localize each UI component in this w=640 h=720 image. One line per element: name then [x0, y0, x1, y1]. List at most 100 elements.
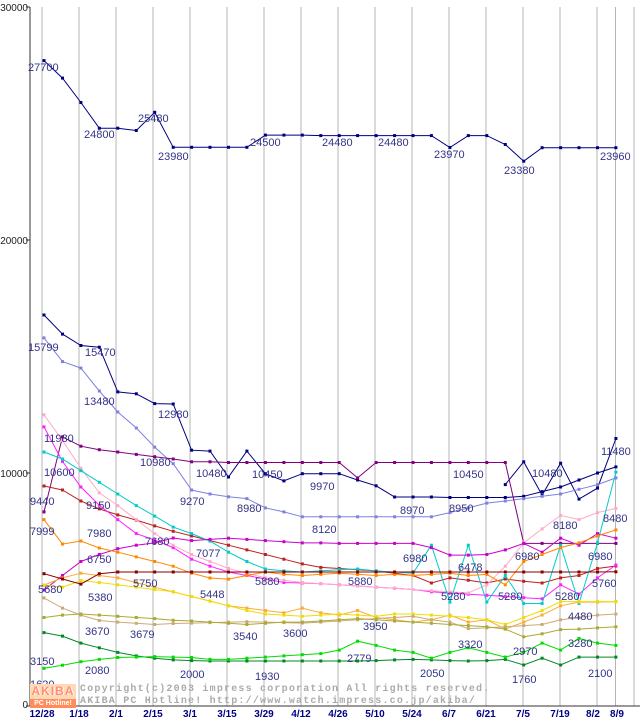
series-magenta-violet: [42, 532, 618, 592]
point-label: 12980: [158, 409, 189, 421]
x-tick-label: 6/7: [442, 709, 456, 720]
point-label: 15470: [85, 347, 116, 359]
x-tick-label: 4/12: [291, 709, 311, 720]
series-line: [43, 60, 616, 162]
point-label: 6980: [515, 551, 539, 563]
point-labels: 27700 24800 25480 23980 24500 24480 24480 23970…: [28, 62, 631, 691]
point-label: 5280: [441, 591, 465, 603]
point-label: 5760: [592, 578, 616, 590]
x-tick-label: 3/29: [254, 709, 274, 720]
x-tick-label: 6/21: [476, 709, 496, 720]
x-tick-label: 3/1: [183, 709, 197, 720]
point-label: 11980: [44, 433, 74, 445]
series-line: [43, 451, 617, 606]
point-label: 8120: [312, 524, 336, 536]
copyright-line-1: Copyright(c)2003 impress corporation All…: [80, 684, 491, 695]
series-bright-green: [42, 636, 618, 670]
point-label: 10480: [196, 468, 227, 480]
point-label: 24480: [378, 137, 409, 149]
point-label: 7680: [145, 536, 169, 548]
gridlines: [41, 7, 635, 706]
point-label: 3670: [85, 626, 109, 638]
x-axis-labels: 12/28 1/18 2/1 2/15 3/1 3/15 3/29 4/12 4/26 5/10 5…: [29, 709, 624, 720]
x-tick-label: 5/24: [402, 709, 422, 720]
x-tick-label: 2/15: [143, 709, 163, 720]
point-label: 3150: [30, 656, 54, 668]
point-label: 1760: [512, 674, 536, 686]
point-label: 25480: [138, 113, 169, 125]
point-label: 6980: [403, 553, 427, 565]
x-tick-label: 1/18: [69, 709, 89, 720]
point-label: 9970: [310, 481, 334, 493]
point-label: 9270: [180, 496, 204, 508]
x-tick-label: 2/1: [109, 709, 123, 720]
series-line: [43, 632, 616, 666]
point-label: 13480: [84, 396, 115, 408]
point-label: 5880: [255, 576, 279, 588]
point-label: 8950: [449, 503, 473, 515]
point-label: 6750: [87, 554, 111, 566]
series-line: [43, 519, 617, 586]
point-label: 3540: [233, 631, 257, 643]
akiba-pc-hotline-logo: AKIBA PC Hotline!: [30, 684, 76, 708]
series-navy-2: [42, 313, 618, 499]
series-line: [43, 613, 616, 638]
series-line: [43, 426, 617, 600]
point-label: 23970: [434, 149, 465, 161]
point-label: 2050: [420, 668, 444, 680]
point-label: 8480: [603, 513, 627, 525]
point-label: 7980: [87, 528, 111, 540]
logo-subtitle: PC Hotline!: [30, 699, 76, 708]
point-label: 4480: [568, 611, 592, 623]
y-tick-label: 20000: [0, 236, 28, 247]
x-tick-label: 8/2: [586, 709, 600, 720]
y-tick-label: 30000: [0, 3, 28, 14]
point-label: 5280: [555, 591, 579, 603]
point-label: 10480: [532, 468, 563, 480]
point-label: 3950: [363, 621, 387, 633]
series-orange: [42, 518, 618, 587]
series-periwinkle: [42, 336, 618, 519]
logo-title: AKIBA: [30, 684, 76, 699]
x-tick-label: 4/26: [328, 709, 348, 720]
series-line: [43, 485, 616, 584]
point-label: 23980: [158, 151, 189, 163]
point-label: 6478: [458, 562, 482, 574]
series-line: [43, 637, 616, 669]
point-label: 5448: [200, 589, 224, 601]
x-tick-label: 8/9: [610, 709, 624, 720]
y-tick-label: 10000: [0, 469, 28, 480]
point-label: 9150: [86, 500, 110, 512]
point-label: 10600: [44, 467, 75, 479]
series-pink: [42, 413, 618, 595]
y-tick-label: 0: [22, 700, 28, 711]
x-tick-label: 5/10: [365, 709, 385, 720]
series-dark-green: [42, 631, 618, 667]
series-dark-red-2: [42, 484, 618, 585]
point-label: 6980: [588, 551, 612, 563]
axes: [29, 7, 640, 707]
point-label: 5280: [498, 591, 522, 603]
point-label: 24480: [322, 137, 353, 149]
x-tick-label: 12/28: [29, 709, 54, 720]
series-dark-red-flat: [42, 570, 618, 586]
point-label: 7077: [196, 548, 220, 560]
point-label: 1930: [255, 671, 279, 683]
point-label: 2100: [588, 668, 612, 680]
point-label: 24800: [84, 129, 115, 141]
series-cyan: [42, 450, 618, 606]
data-point: [42, 510, 46, 514]
point-label: 23380: [504, 165, 535, 177]
point-label: 24500: [250, 137, 281, 149]
y-axis-labels: 30000 20000 10000 0: [0, 3, 30, 711]
point-label: 3679: [130, 629, 154, 641]
point-label: 2779: [347, 653, 371, 665]
series-line: [43, 337, 617, 518]
point-label: 23960: [600, 151, 631, 163]
point-label: 10450: [453, 469, 484, 481]
point-label: 8180: [553, 520, 577, 532]
point-label: 11480: [601, 446, 631, 458]
point-label: 27700: [28, 62, 59, 74]
point-label: 3280: [568, 638, 592, 650]
